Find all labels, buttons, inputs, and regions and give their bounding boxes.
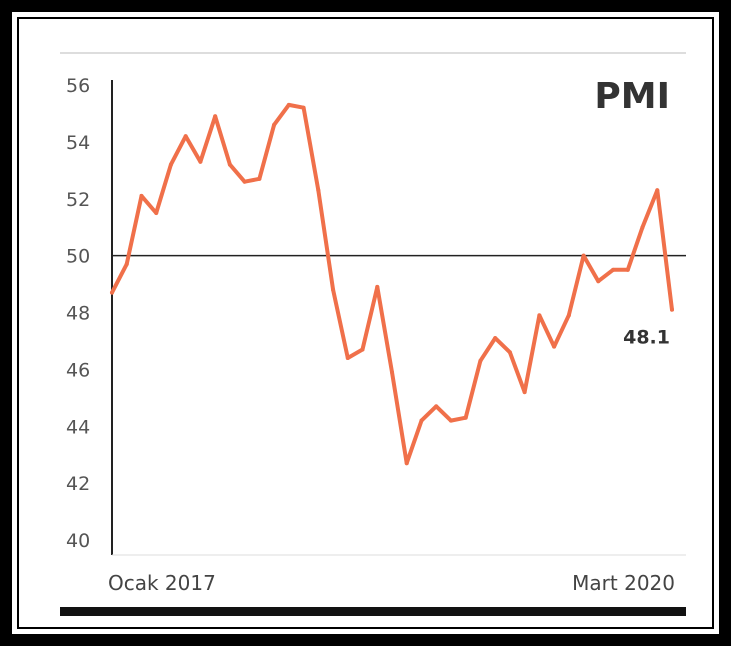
y-tick-label: 42 xyxy=(66,473,90,495)
data-point xyxy=(375,284,380,289)
data-point xyxy=(581,253,586,258)
data-point xyxy=(139,193,144,198)
data-point xyxy=(611,267,616,272)
data-point xyxy=(522,390,527,395)
bottom-bar xyxy=(60,607,686,616)
y-tick-label: 50 xyxy=(66,246,90,268)
data-point xyxy=(404,461,409,466)
data-point xyxy=(552,344,557,349)
data-point xyxy=(655,188,660,193)
data-point xyxy=(154,210,159,215)
data-point xyxy=(124,262,129,267)
data-point xyxy=(463,415,468,420)
data-point xyxy=(198,159,203,164)
y-tick-label: 54 xyxy=(66,132,90,154)
inner-frame xyxy=(17,17,714,629)
data-point xyxy=(625,267,630,272)
y-tick-label: 44 xyxy=(66,416,90,438)
data-point xyxy=(537,313,542,318)
y-tick-label: 46 xyxy=(66,359,90,381)
data-point xyxy=(316,188,321,193)
chart-title: PMI xyxy=(594,76,670,117)
data-point xyxy=(213,114,218,119)
y-tick-label: 40 xyxy=(66,530,90,552)
data-point xyxy=(670,307,674,312)
data-point xyxy=(345,356,350,360)
pmi-series-line xyxy=(110,102,674,466)
data-point xyxy=(168,162,173,167)
data-point xyxy=(493,336,498,341)
y-tick-label: 56 xyxy=(66,75,90,97)
data-point xyxy=(110,290,114,295)
y-tick-label: 48 xyxy=(66,303,90,325)
data-point xyxy=(596,279,601,284)
data-point xyxy=(286,102,291,107)
data-point xyxy=(331,287,336,292)
data-point xyxy=(478,358,483,363)
end-value-label: 48.1 xyxy=(623,327,670,349)
data-point xyxy=(227,162,232,167)
y-tick-labels: 40 42 44 46 48 50 52 54 56 xyxy=(66,75,90,552)
y-tick-label: 52 xyxy=(66,189,90,211)
data-point xyxy=(242,179,247,184)
data-point xyxy=(257,176,262,181)
data-point xyxy=(360,347,365,352)
data-point xyxy=(419,418,424,423)
data-point xyxy=(448,418,453,423)
data-point xyxy=(390,370,394,375)
x-start-label: Ocak 2017 xyxy=(108,571,216,595)
x-end-label: Mart 2020 xyxy=(572,571,675,595)
data-point xyxy=(507,350,512,355)
data-point xyxy=(640,225,645,230)
data-point xyxy=(434,404,439,409)
data-point xyxy=(183,134,188,139)
data-point xyxy=(272,122,277,127)
pmi-data-points xyxy=(110,102,674,466)
data-point xyxy=(301,105,306,110)
data-point xyxy=(566,313,571,318)
